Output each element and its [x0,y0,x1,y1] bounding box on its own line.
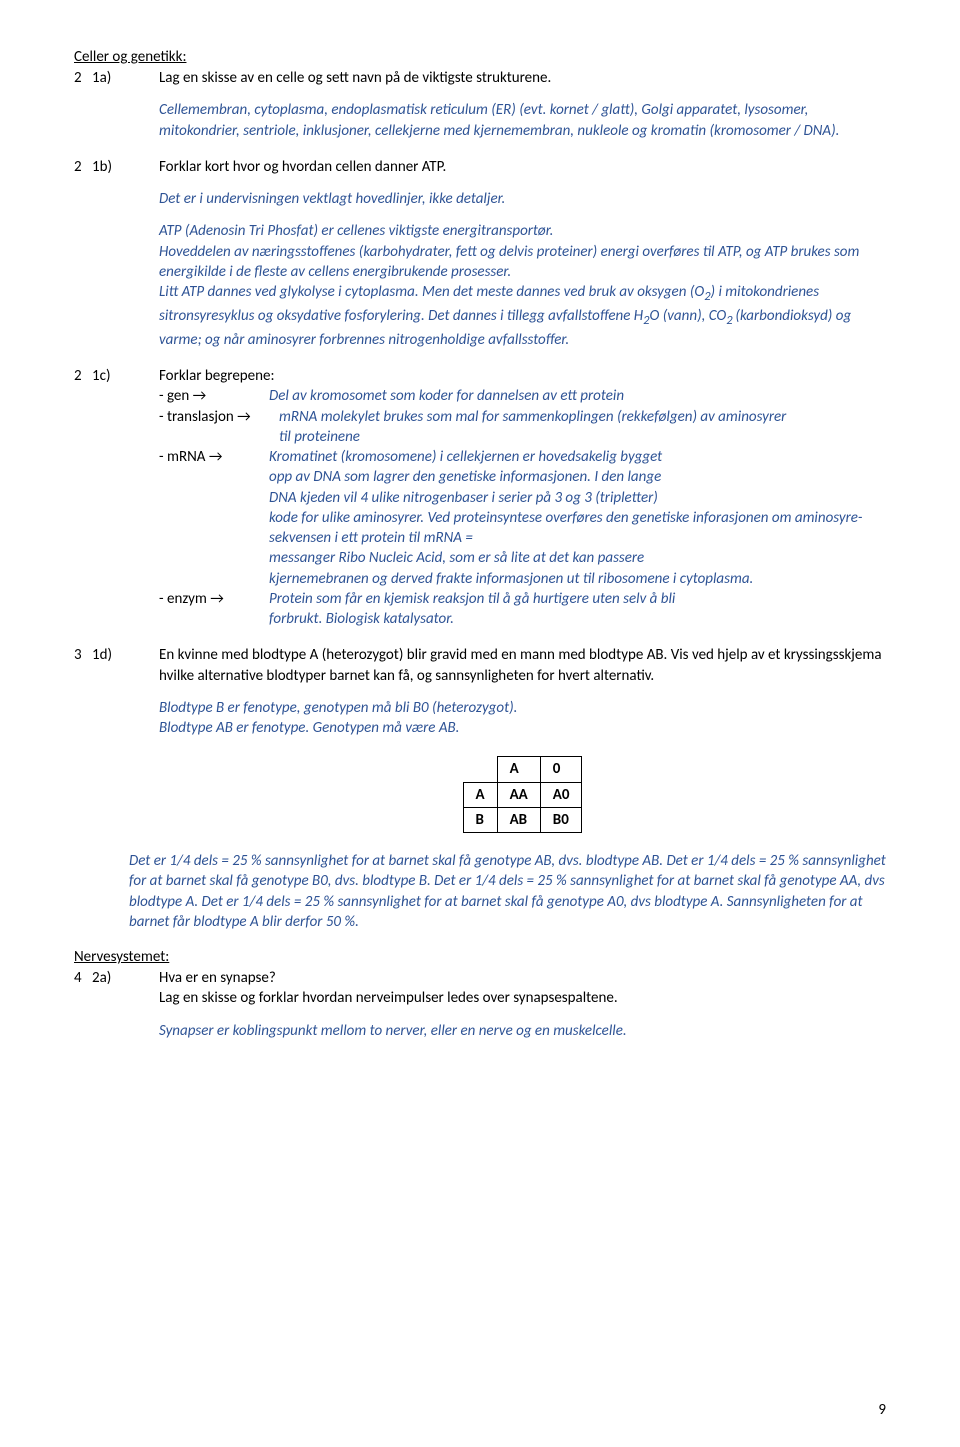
a4-mid2: O (vann), CO [649,307,726,325]
punnett-square: A 0 A AA A0 B AB B0 [463,756,583,833]
section-heading-nerve: Nervesystemet: [74,948,886,966]
def-mrna-key: - mRNA → [159,447,269,589]
punnett-col-A: A [497,757,540,782]
label-1b: 1b) [92,157,159,177]
question-row-1b: 2 1b) Forklar kort hvor og hvordan celle… [74,157,886,177]
punnett-A0: A0 [540,782,582,807]
document-page: Celler og genetikk: 2 1a) Lag en skisse … [0,0,960,1447]
question-text-2a: Hva er en synapse? Lag en skisse og fork… [159,968,886,1009]
points-1a: 2 [74,68,92,88]
page-number: 9 [878,1401,886,1419]
def-gen-val: Del av kromosomet som koder for dannelse… [269,386,886,406]
points-1b: 2 [74,157,92,177]
question-text-1b: Forklar kort hvor og hvordan cellen dann… [159,157,886,177]
points-1c: 2 [74,366,92,386]
def-transl-val2: til proteinene [279,427,886,447]
question-row-1c: 2 1c) Forklar begrepene: [74,366,886,386]
label-1a: 1a) [92,68,159,88]
answer-1b-l2: ATP (Adenosin Tri Phosfat) er cellenes v… [159,221,886,241]
punnett-AB: AB [497,807,540,832]
answer-1a: Cellemembran, cytoplasma, endoplasmatisk… [159,100,886,141]
def-gen-key: - gen → [159,386,269,406]
answer-1b-l1: Det er i undervisningen vektlagt hovedli… [159,189,886,209]
def-enzym-val: Protein som får en kjemisk reaksjon til … [269,589,886,630]
answer-1d-l3: Det er 1/4 dels = 25 % sannsynlighet for… [129,851,886,932]
def-enzym: - enzym → Protein som får en kjemisk rea… [159,589,886,630]
def-transl-val: mRNA molekylet brukes som mal for sammen… [279,407,886,427]
punnett-row-B: B [463,807,497,832]
punnett-blank [463,757,497,782]
answer-1d-l1: Blodtype B er fenotype, genotypen må bli… [159,698,886,718]
punnett-col-0: 0 [540,757,582,782]
label-1c: 1c) [92,366,159,386]
answer-1b-l4: Litt ATP dannes ved glykolyse i cytoplas… [159,282,886,350]
def-mrna-val: Kromatinet (kromosomene) i cellekjernen … [269,447,886,589]
question-row-1a: 2 1a) Lag en skisse av en celle og sett … [74,68,886,88]
punnett-wrapper: A 0 A AA A0 B AB B0 [159,756,886,833]
answer-1b-l3: Hoveddelen av næringsstoffenes (karbohyd… [159,242,886,283]
question-text-1a: Lag en skisse av en celle og sett navn p… [159,68,886,88]
label-2a: 2a) [92,968,159,988]
section-heading-cells: Celler og genetikk: [74,48,886,66]
points-1d: 3 [74,645,92,665]
question-text-1d: En kvinne med blodtype A (heterozygot) b… [159,645,886,686]
question-text-1c: Forklar begrepene: [159,366,886,386]
answer-1d-l2: Blodtype AB er fenotype. Genotypen må væ… [159,718,886,738]
question-row-1d: 3 1d) En kvinne med blodtype A (heterozy… [74,645,886,686]
points-2a: 4 [74,968,92,988]
label-1d: 1d) [92,645,159,665]
punnett-B0: B0 [540,807,582,832]
punnett-row-A: A [463,782,497,807]
def-transl: - translasjon → mRNA molekylet brukes so… [159,407,886,448]
question-row-2a: 4 2a) Hva er en synapse? Lag en skisse o… [74,968,886,1009]
def-mrna: - mRNA → Kromatinet (kromosomene) i cell… [159,447,886,589]
answer-2a: Synapser er koblingspunkt mellom to nerv… [159,1021,886,1041]
a4-pre: Litt ATP dannes ved glykolyse i cytoplas… [159,283,704,301]
punnett-AA: AA [497,782,540,807]
def-enzym-key: - enzym → [159,589,269,630]
def-transl-key: - translasjon → [159,407,279,427]
def-gen: - gen → Del av kromosomet som koder for … [159,386,886,406]
